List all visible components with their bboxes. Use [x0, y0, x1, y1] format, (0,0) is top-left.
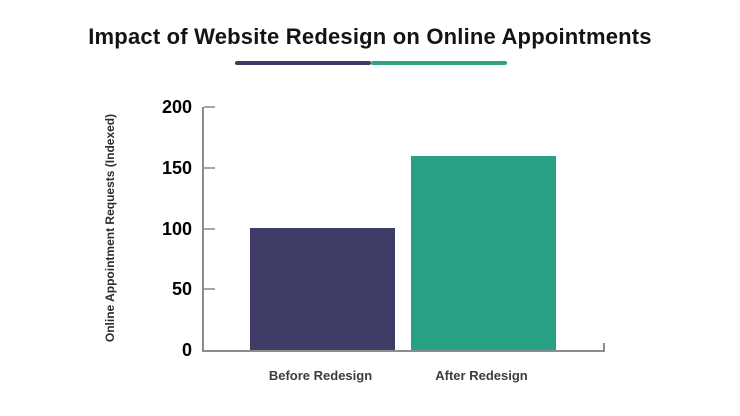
plot-area — [202, 106, 605, 352]
y-tick-label-150: 150 — [161, 157, 192, 178]
y-tick-label-50: 50 — [171, 279, 192, 300]
y-tick-label-200: 200 — [161, 97, 192, 117]
y-tick-label-0: 0 — [181, 340, 192, 360]
divider-left-segment — [235, 61, 371, 65]
y-axis-title: Online Appointment Requests (Indexed) — [103, 113, 117, 343]
x-category-label-after-redesign: After Redesign — [435, 368, 528, 383]
title-divider — [235, 61, 507, 65]
y-tick-mark-150 — [204, 166, 215, 169]
bar-before-redesign — [250, 228, 395, 350]
chart-title: Impact of Website Redesign on Online App… — [88, 24, 652, 49]
x-axis-end-cap — [603, 343, 605, 350]
y-tick-mark-50 — [204, 288, 215, 291]
y-tick-mark-200 — [204, 106, 215, 108]
divider-right-segment — [371, 61, 507, 65]
x-category-label-before-redesign: Before Redesign — [268, 368, 373, 383]
bar-after-redesign — [411, 156, 556, 350]
y-tick-label-100: 100 — [161, 218, 192, 239]
y-tick-mark-100 — [204, 227, 215, 230]
